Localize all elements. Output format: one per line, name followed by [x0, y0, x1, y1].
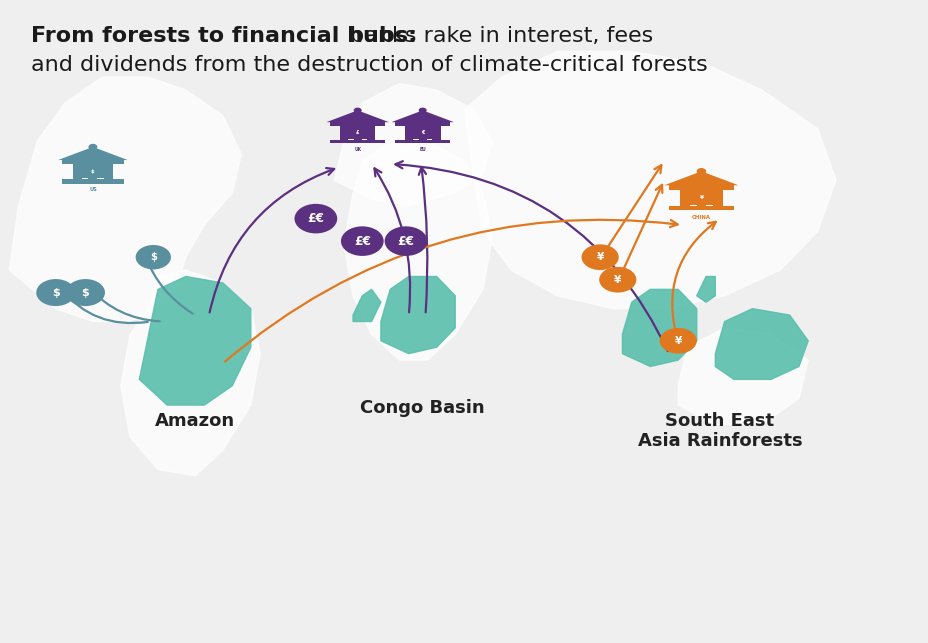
Polygon shape — [353, 289, 380, 322]
Polygon shape — [664, 171, 738, 185]
Polygon shape — [464, 51, 835, 309]
Text: Congo Basin: Congo Basin — [360, 399, 484, 417]
Text: ¥: ¥ — [596, 252, 603, 262]
FancyBboxPatch shape — [367, 126, 375, 140]
FancyBboxPatch shape — [432, 126, 440, 140]
FancyBboxPatch shape — [419, 126, 426, 140]
FancyBboxPatch shape — [62, 160, 123, 165]
Circle shape — [36, 279, 75, 306]
Text: €: € — [420, 130, 424, 135]
Polygon shape — [58, 147, 128, 160]
FancyArrowPatch shape — [619, 185, 662, 277]
Text: $: $ — [52, 287, 59, 298]
FancyBboxPatch shape — [394, 122, 450, 126]
FancyArrowPatch shape — [395, 161, 667, 351]
FancyArrowPatch shape — [90, 288, 160, 322]
Text: From forests to financial hubs:: From forests to financial hubs: — [31, 26, 416, 46]
Polygon shape — [696, 276, 715, 302]
Circle shape — [581, 244, 618, 270]
Polygon shape — [391, 111, 454, 122]
FancyBboxPatch shape — [668, 206, 733, 210]
FancyBboxPatch shape — [62, 179, 123, 184]
Polygon shape — [121, 270, 260, 476]
Circle shape — [599, 267, 636, 293]
Text: banks rake in interest, fees: banks rake in interest, fees — [342, 26, 652, 46]
Text: $: $ — [149, 252, 157, 262]
Text: ¥: ¥ — [674, 336, 681, 346]
Text: and dividends from the destruction of climate-critical forests: and dividends from the destruction of cl… — [31, 55, 706, 75]
Polygon shape — [334, 84, 492, 206]
Text: $: $ — [82, 287, 89, 298]
FancyBboxPatch shape — [412, 126, 432, 139]
Polygon shape — [139, 276, 251, 405]
Text: $: $ — [91, 169, 95, 174]
FancyBboxPatch shape — [394, 140, 450, 143]
FancyArrowPatch shape — [672, 222, 715, 340]
FancyArrowPatch shape — [60, 288, 148, 323]
FancyArrowPatch shape — [419, 167, 427, 312]
Text: ¥: ¥ — [699, 195, 702, 200]
FancyArrowPatch shape — [374, 168, 410, 312]
Circle shape — [294, 204, 337, 233]
FancyArrowPatch shape — [145, 257, 192, 314]
FancyBboxPatch shape — [329, 122, 385, 126]
FancyBboxPatch shape — [82, 164, 104, 178]
FancyBboxPatch shape — [679, 190, 690, 206]
FancyBboxPatch shape — [712, 190, 722, 206]
Text: CHINA: CHINA — [691, 215, 710, 219]
Circle shape — [354, 107, 361, 113]
Text: Amazon: Amazon — [155, 412, 235, 430]
Text: South East
Asia Rainforests: South East Asia Rainforests — [637, 412, 802, 450]
FancyBboxPatch shape — [73, 165, 82, 179]
Circle shape — [341, 226, 383, 256]
Polygon shape — [622, 289, 696, 367]
FancyBboxPatch shape — [340, 126, 347, 140]
FancyBboxPatch shape — [689, 190, 713, 205]
FancyArrowPatch shape — [602, 165, 661, 255]
FancyBboxPatch shape — [668, 185, 733, 190]
Circle shape — [88, 144, 97, 150]
Polygon shape — [380, 276, 455, 354]
FancyBboxPatch shape — [347, 126, 367, 139]
Circle shape — [384, 226, 427, 256]
FancyArrowPatch shape — [210, 168, 334, 312]
Text: EU: EU — [419, 147, 426, 152]
Text: ¥: ¥ — [613, 275, 621, 285]
Circle shape — [135, 245, 171, 269]
Circle shape — [696, 168, 705, 175]
Text: £€: £€ — [307, 212, 324, 225]
Text: UK: UK — [354, 147, 361, 152]
FancyArrowPatch shape — [225, 220, 677, 361]
FancyBboxPatch shape — [405, 126, 412, 140]
Polygon shape — [9, 77, 241, 322]
FancyBboxPatch shape — [329, 140, 385, 143]
Polygon shape — [326, 111, 389, 122]
Circle shape — [659, 328, 696, 354]
FancyBboxPatch shape — [104, 165, 112, 179]
Polygon shape — [677, 328, 807, 424]
FancyBboxPatch shape — [354, 126, 361, 140]
FancyBboxPatch shape — [88, 165, 97, 179]
FancyBboxPatch shape — [696, 190, 705, 206]
Circle shape — [66, 279, 105, 306]
Polygon shape — [715, 309, 807, 379]
Text: £€: £€ — [354, 235, 370, 248]
Text: £€: £€ — [397, 235, 414, 248]
Circle shape — [419, 107, 426, 113]
Polygon shape — [343, 141, 492, 360]
Text: US: US — [89, 188, 97, 192]
Text: £: £ — [355, 130, 359, 135]
